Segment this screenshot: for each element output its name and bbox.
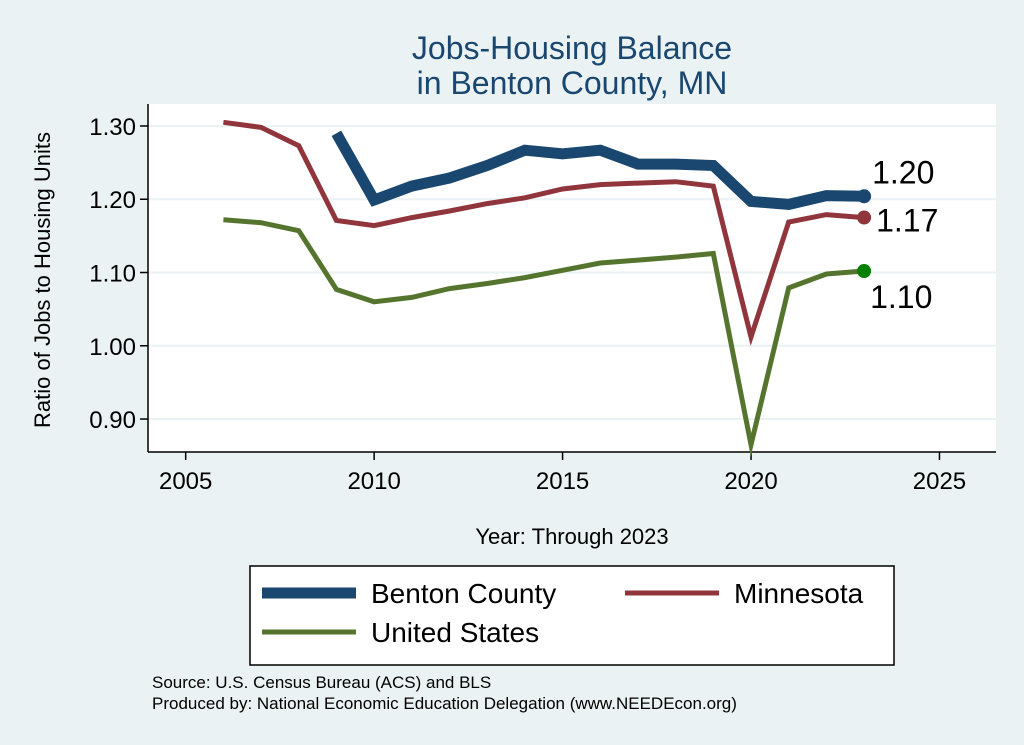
x-tick-label: 2020 bbox=[724, 468, 777, 495]
end-marker-minnesota bbox=[857, 210, 872, 225]
x-axis-label: Year: Through 2023 bbox=[475, 524, 668, 549]
series-line-benton-county bbox=[331, 130, 865, 210]
x-tick-label: 2005 bbox=[159, 468, 212, 495]
legend-label-united-states: United States bbox=[371, 617, 539, 648]
end-marker-benton-county bbox=[857, 189, 872, 204]
legend-box bbox=[249, 565, 895, 666]
x-tick-labels: 2005 2010 2015 2020 2025 bbox=[159, 468, 966, 495]
plot-area bbox=[148, 104, 996, 452]
legend-label-benton-county: Benton County bbox=[371, 578, 556, 609]
chart-title-line-2: in Benton County, MN bbox=[417, 65, 728, 101]
axes bbox=[140, 104, 996, 460]
end-label-minnesota: 1.17 bbox=[876, 203, 938, 239]
legend: Benton County Minnesota United States bbox=[249, 565, 895, 666]
x-tick-label: 2015 bbox=[536, 468, 589, 495]
end-labels: 1.20 1.17 1.10 bbox=[870, 154, 938, 315]
y-tick-label: 1.00 bbox=[89, 334, 136, 361]
y-tick-label: 1.10 bbox=[89, 261, 136, 288]
end-label-united-states: 1.10 bbox=[870, 279, 932, 315]
end-markers bbox=[857, 189, 872, 279]
chart-title-line-1: Jobs-Housing Balance bbox=[412, 30, 732, 66]
y-tick-label: 1.20 bbox=[89, 187, 136, 214]
x-tick-label: 2010 bbox=[347, 468, 400, 495]
series-line-minnesota bbox=[223, 119, 865, 347]
chart-title: Jobs-Housing Balance in Benton County, M… bbox=[412, 30, 732, 101]
y-axis-label: Ratio of Jobs to Housing Units bbox=[30, 132, 55, 428]
series-line-united-states bbox=[223, 217, 865, 457]
series-lines bbox=[223, 119, 865, 457]
x-tick-label: 2025 bbox=[913, 468, 966, 495]
y-tick-label: 1.30 bbox=[89, 114, 136, 141]
produced-by-note: Produced by: National Economic Education… bbox=[152, 694, 737, 713]
source-note: Source: U.S. Census Bureau (ACS) and BLS bbox=[152, 673, 491, 692]
legend-label-minnesota: Minnesota bbox=[734, 578, 864, 609]
y-tick-labels: 0.90 1.00 1.10 1.20 1.30 bbox=[89, 114, 136, 434]
y-tick-label: 0.90 bbox=[89, 407, 136, 434]
end-label-benton-county: 1.20 bbox=[872, 154, 934, 190]
end-marker-united-states bbox=[857, 264, 872, 279]
